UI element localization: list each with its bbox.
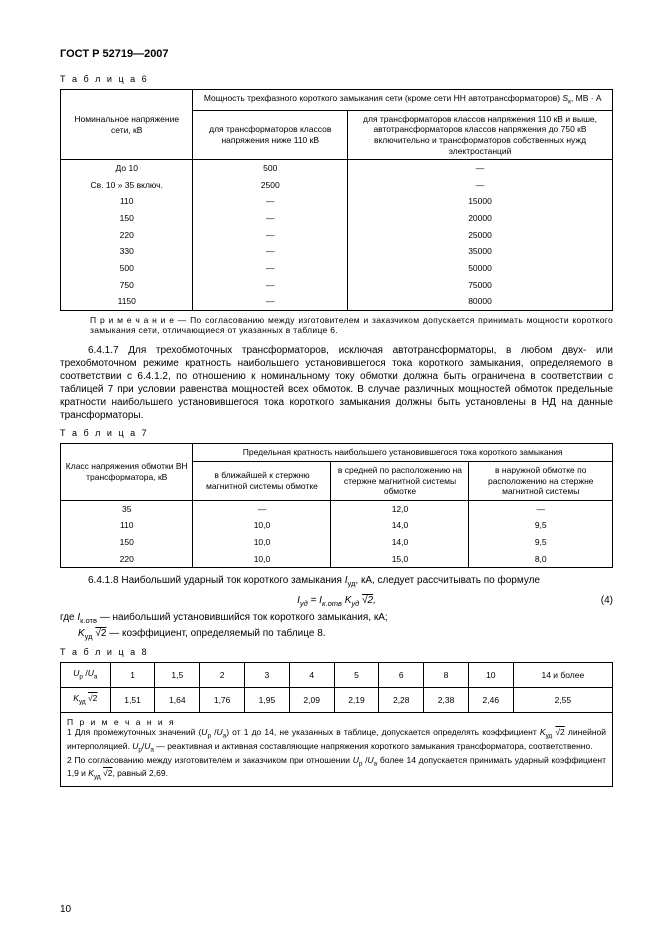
table-row: —	[193, 243, 348, 260]
table-row: 14,0	[331, 517, 469, 534]
page-number: 10	[60, 904, 71, 917]
page: ГОСТ Р 52719—2007 Т а б л и ц а 6 Номина…	[0, 0, 661, 936]
t7-h2: в средней по расположению на стержне маг…	[331, 461, 469, 500]
table-row: 15000	[348, 193, 613, 210]
table-row: 1150	[61, 293, 193, 310]
t7-header-top: Предельная кратность наибольшего установ…	[193, 444, 613, 462]
table-row: 1,5	[155, 663, 200, 688]
t6-subcol1: для трансформаторов классов напряжения н…	[193, 110, 348, 160]
table-row: 2,19	[334, 688, 379, 713]
table-row: 5	[334, 663, 379, 688]
table-row: 8	[424, 663, 469, 688]
table-row: 10,0	[193, 534, 331, 551]
table-row: 1,95	[245, 688, 290, 713]
table-row: 500	[193, 160, 348, 177]
table-row: —	[469, 500, 613, 517]
table-row: 9,5	[469, 534, 613, 551]
table-row: 500	[61, 260, 193, 277]
table-row: —	[193, 277, 348, 294]
table-row: 20000	[348, 210, 613, 227]
table-row: 2,55	[513, 688, 612, 713]
table-row: 14,0	[331, 534, 469, 551]
table-row: 35	[61, 500, 193, 517]
table-row: 220	[61, 551, 193, 568]
where-2: Kуд √2 — коэффициент, определяемый по та…	[78, 628, 613, 641]
t7-col1: Класс напряжения обмотки ВН трансформато…	[61, 444, 193, 501]
t6-power-header: Мощность трехфазного короткого замыкания…	[193, 90, 613, 111]
table-row: 4	[289, 663, 334, 688]
table-row: 150	[61, 534, 193, 551]
table-row: 2,46	[468, 688, 513, 713]
table-row: 330	[61, 243, 193, 260]
table-row: 1,76	[200, 688, 245, 713]
table-row: 25000	[348, 227, 613, 244]
table6-note: П р и м е ч а н и е — По согласованию ме…	[90, 315, 613, 336]
table-row: —	[193, 210, 348, 227]
table7-label: Т а б л и ц а 7	[60, 428, 613, 439]
formula-4: Iуд = Iк.отв Kуд √2, (4)	[60, 595, 613, 608]
t6-col1-header: Номинальное напряжение сети, кВ	[61, 90, 193, 160]
table-row: —	[193, 227, 348, 244]
where-1: где Iк.отв — наибольший установившийся т…	[60, 612, 613, 625]
table-row: 1	[110, 663, 155, 688]
table-row: 3	[245, 663, 290, 688]
table-row: 10,0	[193, 517, 331, 534]
table-row: —	[193, 260, 348, 277]
table-row: 80000	[348, 293, 613, 310]
table6: Номинальное напряжение сети, кВ Мощность…	[60, 89, 613, 311]
table-row: 1,64	[155, 688, 200, 713]
table-row: 35000	[348, 243, 613, 260]
table-row: 15,0	[331, 551, 469, 568]
table-row: 2	[200, 663, 245, 688]
table-row: 150	[61, 210, 193, 227]
table-row: 12,0	[331, 500, 469, 517]
table-row: 50000	[348, 260, 613, 277]
table-row: 14 и более	[513, 663, 612, 688]
table-row: 220	[61, 227, 193, 244]
formula-num: (4)	[601, 595, 613, 608]
table8: Uр /Uа 11,52345681014 и более Kуд √2 1,5…	[60, 662, 613, 712]
table-row: 2,28	[379, 688, 424, 713]
t8-note2: 2 По согласованию между изготовителем и …	[67, 755, 606, 782]
table-row: 2,09	[289, 688, 334, 713]
table-row: 6	[379, 663, 424, 688]
t8-note1: 1 Для промежуточных значений (Uр /Uа) от…	[67, 727, 606, 754]
t8-notes-title: П р и м е ч а н и я	[67, 717, 606, 728]
table7: Класс напряжения обмотки ВН трансформато…	[60, 443, 613, 568]
table-row: —	[193, 193, 348, 210]
para-6417: 6.4.1.7 Для трехобмоточных трансформатор…	[60, 344, 613, 422]
table8-notes: П р и м е ч а н и я 1 Для промежуточных …	[60, 713, 613, 787]
table-row: 8,0	[469, 551, 613, 568]
table-row: —	[193, 500, 331, 517]
table-row: 1,51	[110, 688, 155, 713]
table-row: 75000	[348, 277, 613, 294]
table-row: 110	[61, 193, 193, 210]
standard-title: ГОСТ Р 52719—2007	[60, 48, 613, 62]
table8-label: Т а б л и ц а 8	[60, 647, 613, 658]
table-row: —	[193, 293, 348, 310]
table-row: 10,0	[193, 551, 331, 568]
table-row: До 10	[61, 160, 193, 177]
t6-subcol2: для трансформаторов классов напряжения 1…	[348, 110, 613, 160]
formula-text: Iуд = Iк.отв Kуд √2,	[297, 595, 376, 606]
table-row: 2,38	[424, 688, 469, 713]
para-6418: 6.4.1.8 Наибольший ударный ток короткого…	[60, 574, 613, 589]
t8-row2-label: Kуд √2	[61, 688, 111, 713]
table-row: 10	[468, 663, 513, 688]
t8-row1-label: Uр /Uа	[61, 663, 111, 688]
t7-h3: в наружной обмотке по расположению на ст…	[469, 461, 613, 500]
table-row: 750	[61, 277, 193, 294]
table-row: 2500	[193, 177, 348, 194]
table6-label: Т а б л и ц а 6	[60, 74, 613, 85]
table-row: 9,5	[469, 517, 613, 534]
table-row: —	[348, 177, 613, 194]
t7-h1: в ближайшей к стержню магнитной системы …	[193, 461, 331, 500]
table-row: 110	[61, 517, 193, 534]
table-row: —	[348, 160, 613, 177]
table-row: Св. 10 » 35 включ.	[61, 177, 193, 194]
